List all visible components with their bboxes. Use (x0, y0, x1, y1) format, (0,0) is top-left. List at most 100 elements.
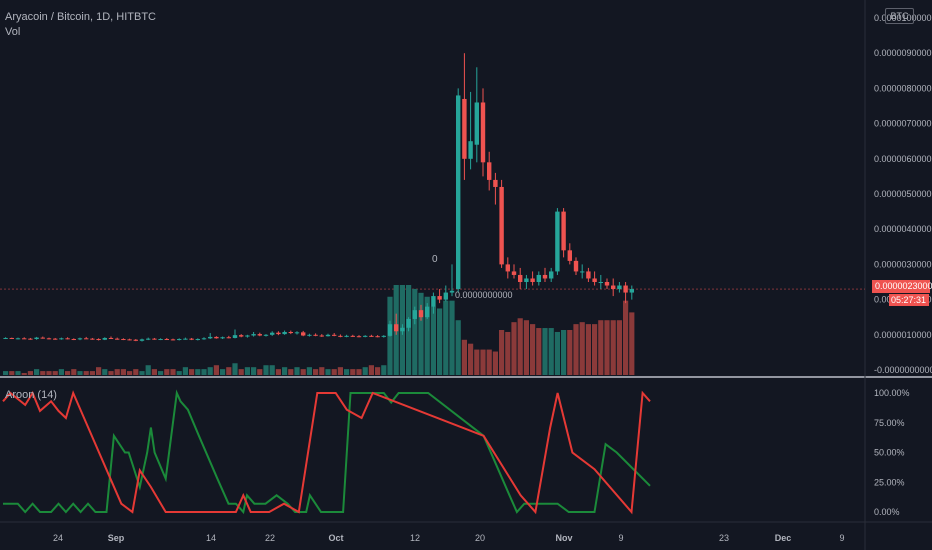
volume-bar (511, 322, 517, 375)
volume-bar (616, 320, 622, 375)
candle (59, 337, 64, 340)
candle (201, 337, 207, 340)
candle (400, 324, 405, 335)
candle (133, 339, 138, 342)
volume-bar (579, 322, 585, 375)
candle (518, 267, 523, 290)
candle (3, 337, 8, 340)
volume-bar (9, 371, 15, 375)
candle (65, 337, 70, 340)
candle (177, 338, 182, 341)
time-axis[interactable]: 24 Sep 14 22 Oct 12 20 Nov 9 23 Dec 9 (53, 533, 845, 543)
volume-bar (176, 371, 182, 375)
candle (530, 271, 535, 286)
volume-bar (418, 292, 424, 375)
volume-bar (158, 371, 164, 375)
volume-legend[interactable]: Vol (5, 26, 21, 38)
price-tick-label: 0.0000040000 (874, 224, 932, 234)
candle (84, 336, 89, 340)
time-tick-label: Dec (775, 533, 792, 543)
countdown-label: 05:27:31 (889, 294, 929, 306)
candle (499, 179, 504, 268)
volume-bar (567, 330, 573, 375)
candle (90, 337, 95, 340)
volume-bar (282, 367, 288, 375)
volume-bar (412, 288, 418, 375)
volume-bar (492, 351, 498, 375)
currency-badge[interactable]: BTC (885, 8, 914, 24)
candle (170, 338, 176, 341)
volume-bar (133, 369, 139, 375)
volume-bar (331, 369, 337, 375)
volume-bar (592, 324, 598, 375)
volume-bar (561, 330, 567, 375)
candle (381, 335, 386, 338)
volume-bar (325, 369, 331, 375)
volume-bar (257, 369, 263, 375)
volume-bar (89, 371, 95, 375)
aroon-tick-label: 0.00% (874, 507, 900, 517)
volume-bar (213, 365, 219, 375)
volume-bar (424, 296, 430, 375)
volume-bar (263, 365, 269, 375)
candle (487, 151, 492, 191)
price-tick-label: 0.0000070000 (874, 119, 932, 129)
volume-bar (306, 367, 312, 375)
candle (449, 264, 455, 297)
zero-annotation: 0 (432, 254, 438, 265)
candle (77, 337, 83, 341)
candle (369, 334, 374, 337)
volume-bar (114, 369, 120, 375)
candlesticks (3, 53, 634, 342)
aroon-down-line (2, 390, 651, 515)
current-price-label: 0.0000023000 (872, 280, 932, 293)
candle (270, 331, 275, 336)
candle (549, 267, 554, 282)
candle (121, 338, 126, 341)
volume-bar (486, 349, 492, 375)
candle (189, 337, 194, 341)
candle (325, 333, 331, 337)
time-tick-label: Oct (328, 533, 343, 543)
aroon-tick-label: 50.00% (874, 448, 905, 458)
time-tick-label: 23 (719, 533, 729, 543)
price-axis[interactable]: 0.0000100000 0.0000090000 0.0000080000 0.00… (874, 13, 932, 375)
candle (462, 53, 467, 180)
volume-bar (573, 324, 579, 375)
aroon-axis[interactable]: 100.00% 75.00% 50.00% 25.00% 0.00% (874, 388, 910, 517)
volume-bar (232, 363, 238, 375)
volume-bar (46, 371, 52, 375)
volume-bar (102, 369, 108, 375)
volume-bar (201, 369, 207, 375)
time-tick-label: 24 (53, 533, 63, 543)
volume-bar (598, 320, 604, 375)
volume-bar (139, 371, 145, 375)
candle (294, 331, 300, 335)
aroon-legend[interactable]: Aroon (14) (5, 389, 57, 401)
volume-bar (629, 312, 635, 375)
candle (443, 285, 448, 302)
time-tick-label: 14 (206, 533, 216, 543)
candle (251, 331, 256, 337)
volume-bar (189, 369, 195, 375)
candle (611, 278, 616, 297)
price-tick-label: 0.0000080000 (874, 83, 932, 93)
candle (239, 334, 244, 338)
volume-bar (319, 367, 325, 375)
volume-bar (375, 367, 381, 375)
candle (164, 337, 169, 341)
volume-bar (40, 371, 46, 375)
volume-bar (300, 369, 306, 375)
candle (46, 337, 52, 340)
volume-bar (356, 369, 362, 375)
price-tick-label: 0.0000030000 (874, 259, 932, 269)
time-tick-label: 20 (475, 533, 485, 543)
symbol-legend[interactable]: Aryacoin / Bitcoin, 1D, HITBTC (5, 11, 156, 23)
candle (319, 334, 324, 337)
volume-bar (536, 328, 542, 375)
candle (22, 337, 27, 340)
volume-bar (127, 371, 133, 375)
time-tick-label: 9 (618, 533, 623, 543)
volume-bar (238, 369, 244, 375)
